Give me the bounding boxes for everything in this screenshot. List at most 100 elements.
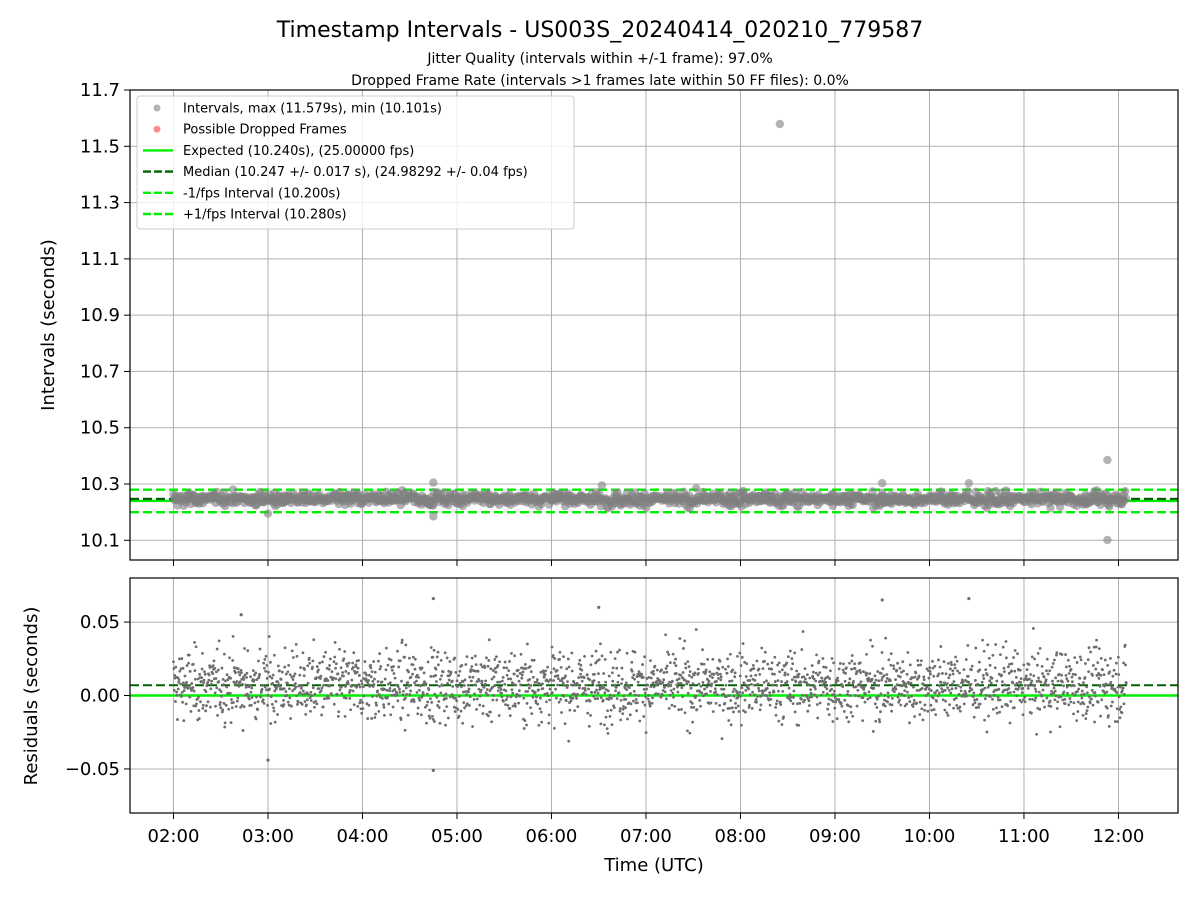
residual-point	[669, 684, 673, 688]
residual-point	[554, 687, 557, 691]
residual-point	[1002, 666, 1006, 670]
residual-point	[318, 661, 322, 665]
residual-point	[191, 662, 195, 666]
residual-point	[351, 665, 355, 669]
residual-point	[1052, 686, 1056, 690]
residual-point	[746, 684, 749, 688]
residual-point	[308, 696, 312, 700]
residual-point	[962, 668, 966, 671]
residual-point	[526, 690, 530, 693]
residual-point	[881, 667, 885, 671]
residual-point	[554, 696, 558, 700]
residual-point	[620, 682, 623, 686]
residual-point	[367, 679, 370, 682]
residual-point	[691, 682, 695, 686]
residual-point	[880, 678, 884, 682]
residual-point	[1033, 687, 1037, 691]
residual-point	[551, 654, 555, 657]
residual-point	[541, 682, 544, 686]
residual-point	[827, 702, 830, 706]
residual-point	[747, 687, 751, 691]
residual-point	[1080, 689, 1084, 693]
residual-point	[746, 679, 750, 682]
residual-point	[1004, 640, 1008, 643]
residual-point	[213, 666, 217, 670]
residual-point	[676, 685, 679, 689]
residual-point	[940, 687, 944, 691]
residual-point	[367, 673, 371, 677]
residual-point	[1118, 716, 1122, 720]
residual-point	[454, 670, 458, 674]
residual-point	[879, 710, 882, 714]
residual-point	[714, 690, 718, 694]
residual-point	[190, 682, 194, 685]
residual-point	[1078, 655, 1082, 659]
residual-point	[633, 677, 637, 681]
residual-point	[754, 673, 758, 677]
residual-point	[529, 684, 533, 687]
residual-point	[172, 660, 175, 664]
residual-point	[403, 655, 407, 659]
residual-point	[176, 676, 180, 680]
residual-point	[912, 685, 915, 689]
residual-point	[480, 682, 484, 685]
residual-point	[1064, 673, 1068, 677]
residual-point	[897, 692, 901, 696]
residual-point	[317, 668, 320, 672]
residual-point	[201, 703, 205, 707]
residual-point	[524, 666, 528, 670]
residual-point	[889, 652, 893, 655]
residual-point	[566, 680, 569, 684]
residual-point	[304, 712, 308, 716]
residual-point	[262, 661, 266, 665]
residual-point	[1111, 674, 1115, 678]
residual-point	[263, 666, 266, 670]
residual-point	[883, 704, 887, 708]
residual-point	[651, 681, 655, 685]
residual-point	[256, 700, 260, 704]
residual-point	[492, 693, 496, 697]
residual-point	[1000, 673, 1004, 677]
residual-point	[209, 705, 212, 709]
residual-point	[665, 664, 669, 668]
residual-point	[528, 665, 532, 668]
top-plot-frame	[129, 89, 1179, 561]
residual-point	[1122, 702, 1126, 706]
residual-point	[240, 704, 244, 707]
residual-point	[337, 710, 341, 714]
residual-point	[470, 665, 474, 668]
residual-point	[297, 684, 301, 688]
residual-point	[929, 703, 933, 707]
residual-point	[744, 688, 748, 692]
residual-point	[1029, 673, 1033, 676]
residual-point	[447, 669, 451, 673]
residual-point	[1080, 693, 1083, 697]
residual-point	[206, 681, 210, 684]
residual-point	[960, 694, 964, 698]
residual-point	[665, 670, 669, 674]
top-y-tick-label: 10.5	[80, 418, 120, 439]
residual-point	[479, 688, 483, 692]
residual-point	[989, 681, 993, 685]
residual-point	[898, 675, 902, 679]
residual-point	[346, 682, 350, 686]
residual-point	[1091, 703, 1095, 707]
residual-point	[315, 665, 319, 668]
residual-point	[640, 672, 644, 676]
residual-point	[391, 689, 395, 693]
residual-point	[722, 687, 726, 691]
residual-point	[995, 679, 999, 683]
residual-point	[461, 680, 465, 683]
residual-point	[889, 679, 892, 683]
residual-point	[379, 665, 383, 668]
residual-point	[635, 701, 639, 705]
residual-point	[480, 679, 484, 683]
residual-point	[1089, 697, 1093, 701]
residual-point	[242, 678, 246, 681]
residual-point	[1084, 717, 1088, 721]
top-y-tick-label: 11.3	[80, 193, 120, 214]
residual-point	[1030, 711, 1033, 715]
residual-point	[624, 698, 628, 701]
residual-point	[818, 701, 822, 705]
residual-point	[450, 679, 454, 683]
